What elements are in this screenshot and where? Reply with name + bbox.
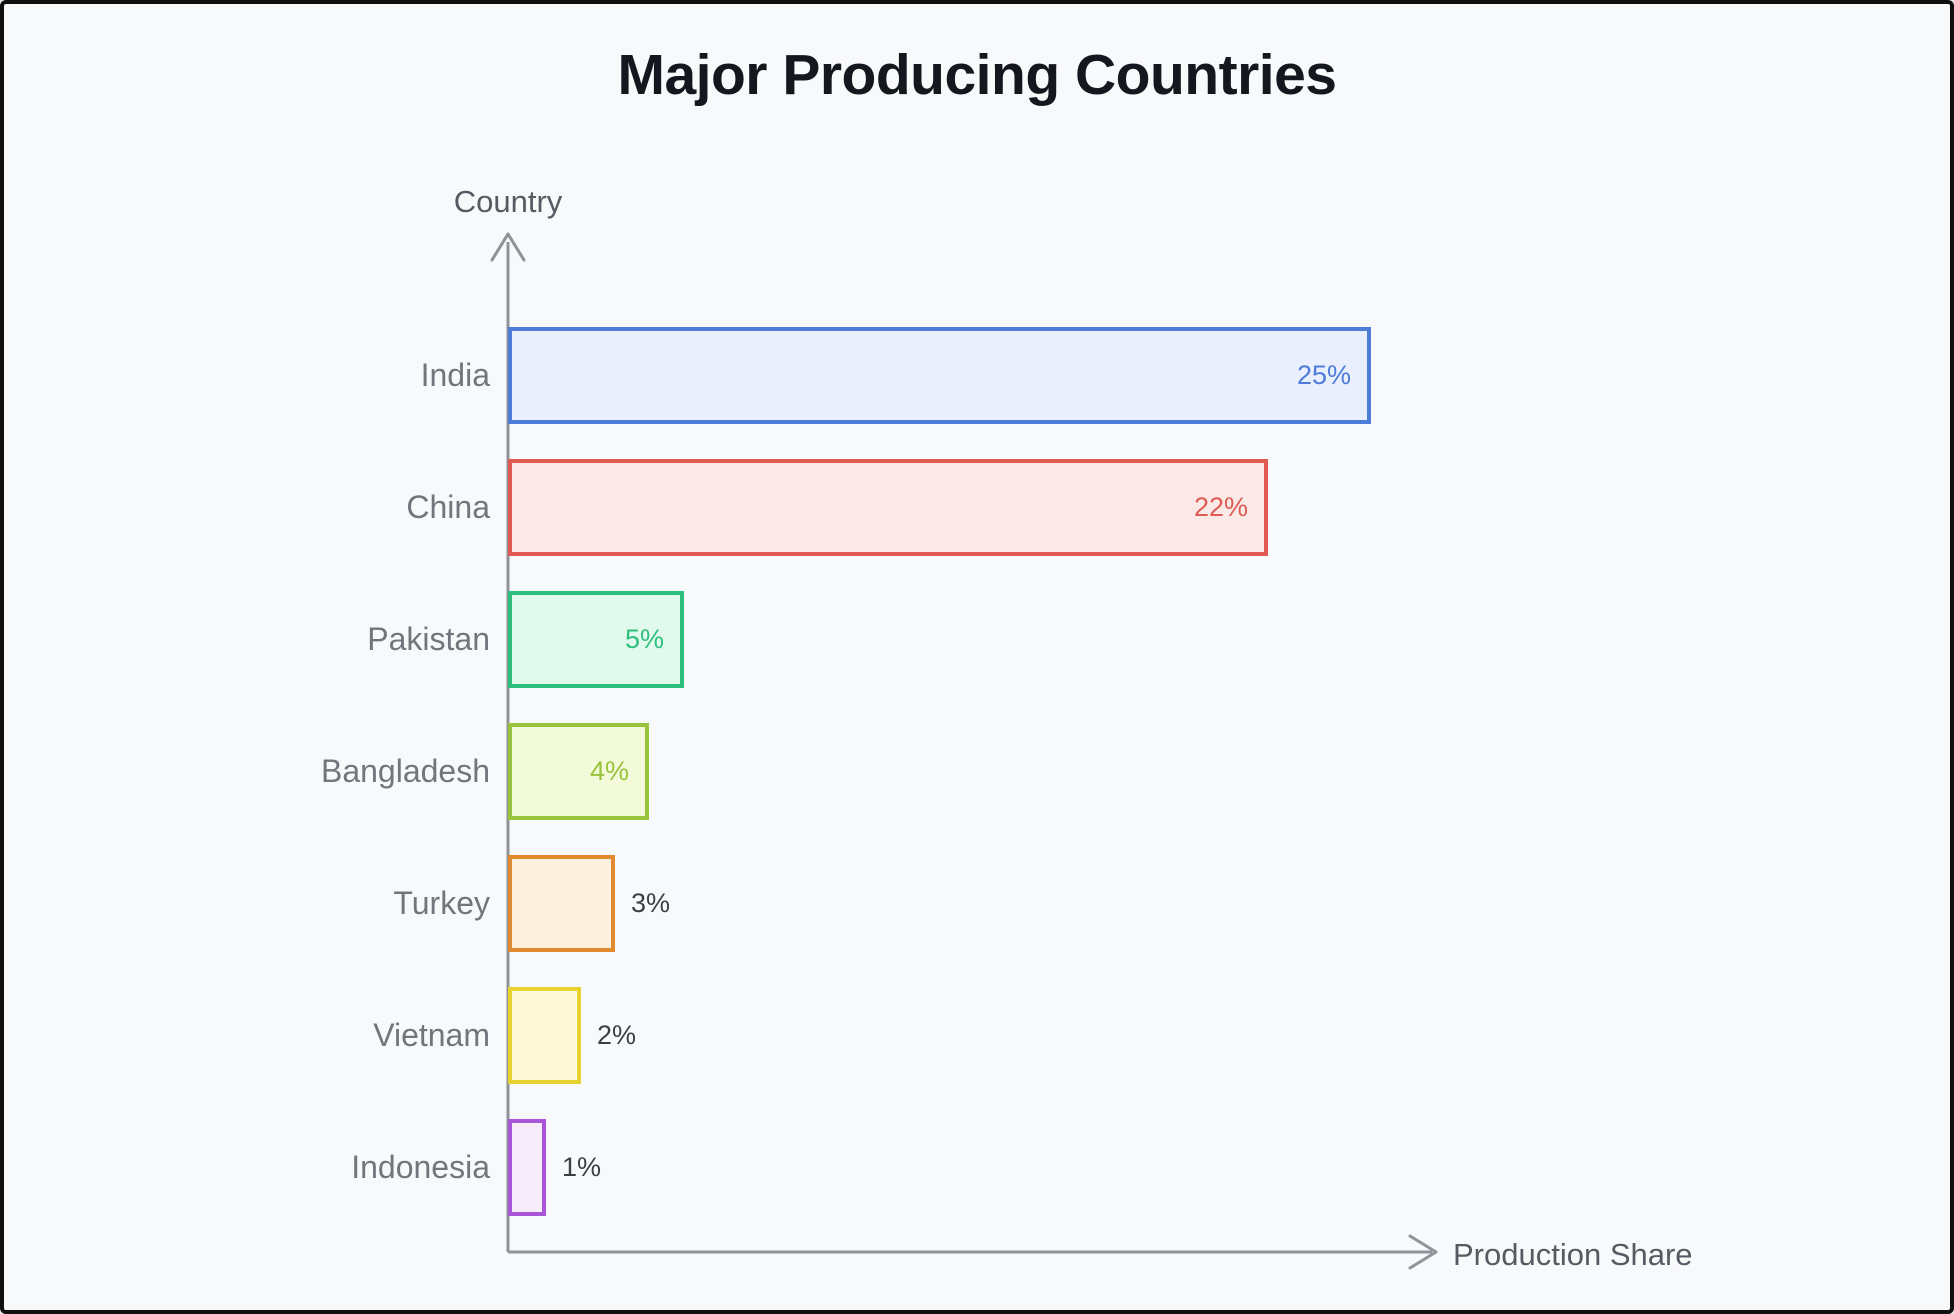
value-label: 4% bbox=[589, 756, 629, 786]
value-label: 1% bbox=[562, 1152, 602, 1182]
bar bbox=[508, 1119, 546, 1216]
value-label: 2% bbox=[597, 1020, 637, 1050]
value-label: 5% bbox=[624, 624, 664, 654]
category-label: Turkey bbox=[393, 885, 490, 921]
chart-title: Major Producing Countries bbox=[617, 43, 1337, 107]
category-label: Bangladesh bbox=[320, 753, 490, 789]
category-label: China bbox=[406, 489, 490, 525]
value-label: 3% bbox=[631, 888, 671, 918]
category-label: India bbox=[420, 357, 490, 393]
bar bbox=[508, 327, 1371, 424]
value-label: 22% bbox=[1193, 492, 1248, 522]
y-axis-arrow-icon bbox=[490, 232, 526, 262]
category-label: Indonesia bbox=[351, 1149, 490, 1185]
bar bbox=[508, 591, 684, 688]
bar bbox=[508, 459, 1268, 556]
x-axis-title: Production Share bbox=[1453, 1237, 1693, 1272]
value-label: 25% bbox=[1296, 360, 1351, 390]
bar bbox=[508, 855, 615, 952]
category-label: Vietnam bbox=[373, 1017, 490, 1053]
bar bbox=[508, 987, 581, 1084]
bar bbox=[508, 723, 649, 820]
category-label: Pakistan bbox=[367, 621, 490, 657]
x-axis-arrow-icon bbox=[1408, 1234, 1438, 1270]
y-axis-title: Country bbox=[453, 184, 563, 219]
